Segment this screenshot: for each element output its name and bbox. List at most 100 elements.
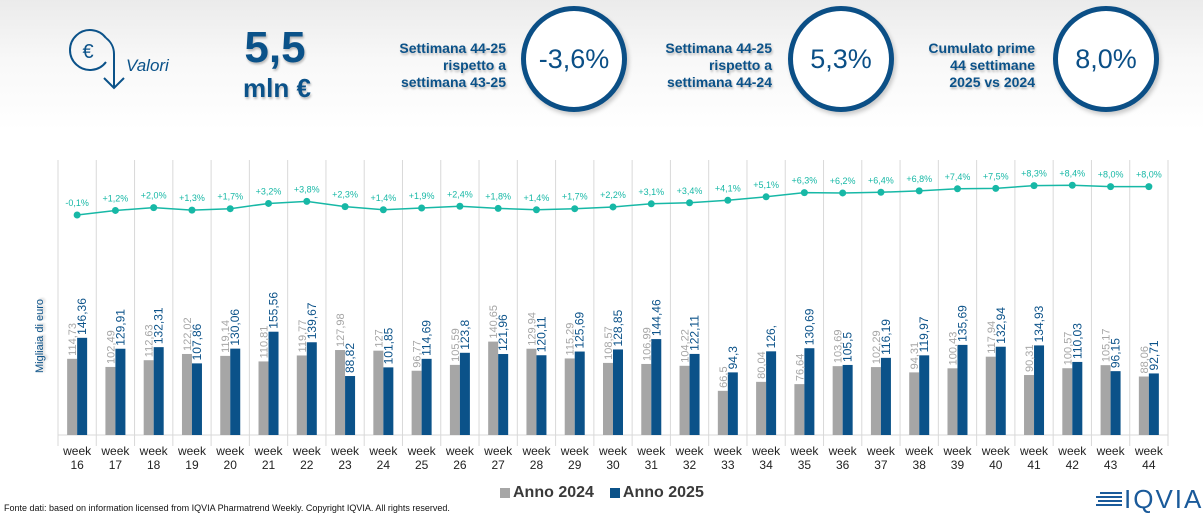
kpi-desc-line: rispetto a <box>708 57 772 73</box>
bar-2024 <box>411 370 422 435</box>
cumulative-point <box>647 200 655 208</box>
x-tick-label: week <box>292 444 322 458</box>
cumulative-label: -0,1% <box>65 198 89 208</box>
bar-2025 <box>766 351 777 435</box>
x-tick-label: week <box>62 444 92 458</box>
cumulative-point <box>111 206 119 214</box>
bar-2025 <box>153 347 164 435</box>
bar-2024 <box>373 350 384 435</box>
x-tick-label: week <box>560 444 590 458</box>
bar-2024 <box>1024 375 1035 435</box>
bar-2025 <box>77 337 88 435</box>
x-tick-label: week <box>407 444 437 458</box>
kpi-desc-line: Settimana 44-25 <box>399 40 506 56</box>
bar-label-2025: 110,03 <box>1070 323 1084 359</box>
bar-2025 <box>613 349 623 435</box>
x-tick-label: 23 <box>338 458 352 472</box>
cumulative-label: +1,9% <box>409 191 435 201</box>
bar-2024 <box>143 360 154 435</box>
cumulative-label: +1,3% <box>179 193 205 203</box>
bar-label-2025: 101,85 <box>381 327 395 364</box>
kpi-yoy-value: 5,3% <box>810 43 872 74</box>
bar-2025 <box>498 354 509 435</box>
cumulative-point <box>532 206 540 214</box>
bar-label-2025: 146,36 <box>75 298 89 335</box>
bar-2025 <box>651 339 662 435</box>
x-tick-label: week <box>981 444 1011 458</box>
cumulative-point <box>915 187 923 195</box>
bar-2025 <box>880 357 891 435</box>
bar-label-2025: 155,56 <box>267 292 281 329</box>
bar-label-2024: 127,98 <box>335 313 347 347</box>
bar-label-2024: 102,49 <box>105 330 117 364</box>
x-tick-label: 43 <box>1104 458 1118 472</box>
bar-label-2025: 144,46 <box>649 299 663 336</box>
cumulative-point <box>494 204 502 212</box>
legend-label-2025: Anno 2025 <box>622 484 704 501</box>
bar-label-2024: 100,57 <box>1062 332 1074 366</box>
x-tick-label: 20 <box>224 458 238 472</box>
x-tick-label: week <box>828 444 858 458</box>
bar-2025 <box>995 346 1006 435</box>
kpi-cumulative-value: 8,0% <box>1075 43 1137 74</box>
cumulative-label: +2,3% <box>332 190 358 200</box>
bar-2025 <box>1148 373 1159 435</box>
x-tick-label: week <box>483 444 513 458</box>
kpi-desc-line: Settimana 44-25 <box>665 40 772 56</box>
bar-label-2024: 66,5 <box>718 366 730 387</box>
bar-label-2025: 94,3 <box>726 346 740 370</box>
x-tick-label: 37 <box>874 458 888 472</box>
bar-label-2025: 121,96 <box>496 314 510 351</box>
x-tick-label: 21 <box>262 458 276 472</box>
bar-2025 <box>230 348 241 435</box>
bar-label-2024: 100,43 <box>947 332 959 366</box>
bar-label-2024: 114,73 <box>67 323 79 356</box>
valori-icon-wrap: € <box>66 24 126 99</box>
cumulative-label: +2,2% <box>600 190 626 200</box>
cumulative-point <box>839 189 847 197</box>
cumulative-point <box>953 185 961 193</box>
bar-label-2024: 76,64 <box>794 354 806 382</box>
cumulative-label: +8,0% <box>1098 170 1124 180</box>
x-tick-label: 28 <box>530 458 544 472</box>
cumulative-point <box>303 197 311 205</box>
x-tick-label: 29 <box>568 458 582 472</box>
bar-label-2024: 102,29 <box>871 330 883 364</box>
bar-label-2025: 96,15 <box>1109 338 1123 368</box>
bar-label-2025: 135,69 <box>955 305 969 342</box>
bar-2024 <box>909 372 920 435</box>
x-tick-label: week <box>215 444 245 458</box>
x-tick-label: week <box>100 444 130 458</box>
legend-item-2025: Anno 2025 <box>609 484 704 502</box>
bar-label-2025: 130,69 <box>802 308 816 345</box>
bar-label-2024: 80,04 <box>756 351 768 379</box>
x-tick-label: 17 <box>109 458 123 472</box>
x-tick-label: week <box>751 444 781 458</box>
cumulative-label: +2,4% <box>447 189 473 199</box>
x-tick-label: 36 <box>836 458 850 472</box>
kpi-desc-line: 2025 vs 2024 <box>949 74 1035 90</box>
bar-label-2025: 107,86 <box>190 323 204 360</box>
bar-label-2024: 96,77 <box>412 340 424 368</box>
bar-label-2024: 122,02 <box>182 317 194 351</box>
bar-2025 <box>536 355 547 435</box>
bar-label-2025: 114,69 <box>420 320 434 356</box>
cumulative-point <box>992 184 1000 192</box>
cumulative-point <box>226 205 234 213</box>
cumulative-label: +3,4% <box>677 186 703 196</box>
bar-label-2025: 139,67 <box>305 302 319 339</box>
bar-label-2025: 125,69 <box>573 312 587 349</box>
bar-2024 <box>1100 365 1111 435</box>
cumulative-point <box>341 203 349 211</box>
cumulative-point <box>188 206 196 214</box>
x-tick-label: week <box>789 444 819 458</box>
bar-label-2025: 130,06 <box>228 309 242 346</box>
x-tick-label: 33 <box>721 458 735 472</box>
cumulative-label: +3,1% <box>638 187 664 197</box>
kpi-weekly-value: -3,6% <box>538 43 610 74</box>
cumulative-label: +7,5% <box>983 171 1009 181</box>
cumulative-point <box>877 188 885 196</box>
x-tick-label: 40 <box>989 458 1003 472</box>
cumulative-point <box>762 193 770 201</box>
bar-2024 <box>756 381 767 435</box>
